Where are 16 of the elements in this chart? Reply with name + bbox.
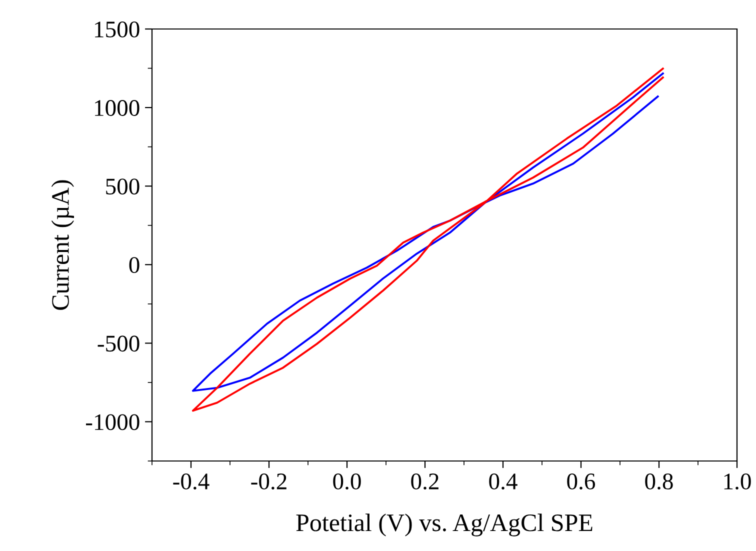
x-tick-label: 0.6 [567,473,596,490]
y-tick-label: 1500 [95,21,140,38]
y-axis-title: Current (µA) [51,180,74,310]
y-tick-label: 1000 [95,100,140,116]
y-tick-label: -1000 [86,414,140,430]
y-tick-label: -500 [98,336,140,352]
x-tick-label: 0.0 [333,473,361,490]
x-axis-title: Potetial (V) vs. Ag/AgCl SPE [296,514,592,536]
y-tick-label: 0 [129,257,140,274]
x-tick-label: 1.0 [724,473,751,490]
x-tick-label: 0.4 [489,473,518,490]
x-tick-label: -0.2 [251,473,286,490]
x-tick-label: -0.4 [173,473,210,490]
y-tick-label: 500 [106,178,140,195]
x-tick-label: 0.2 [411,473,438,490]
x-tick-label: 0.8 [645,473,673,490]
